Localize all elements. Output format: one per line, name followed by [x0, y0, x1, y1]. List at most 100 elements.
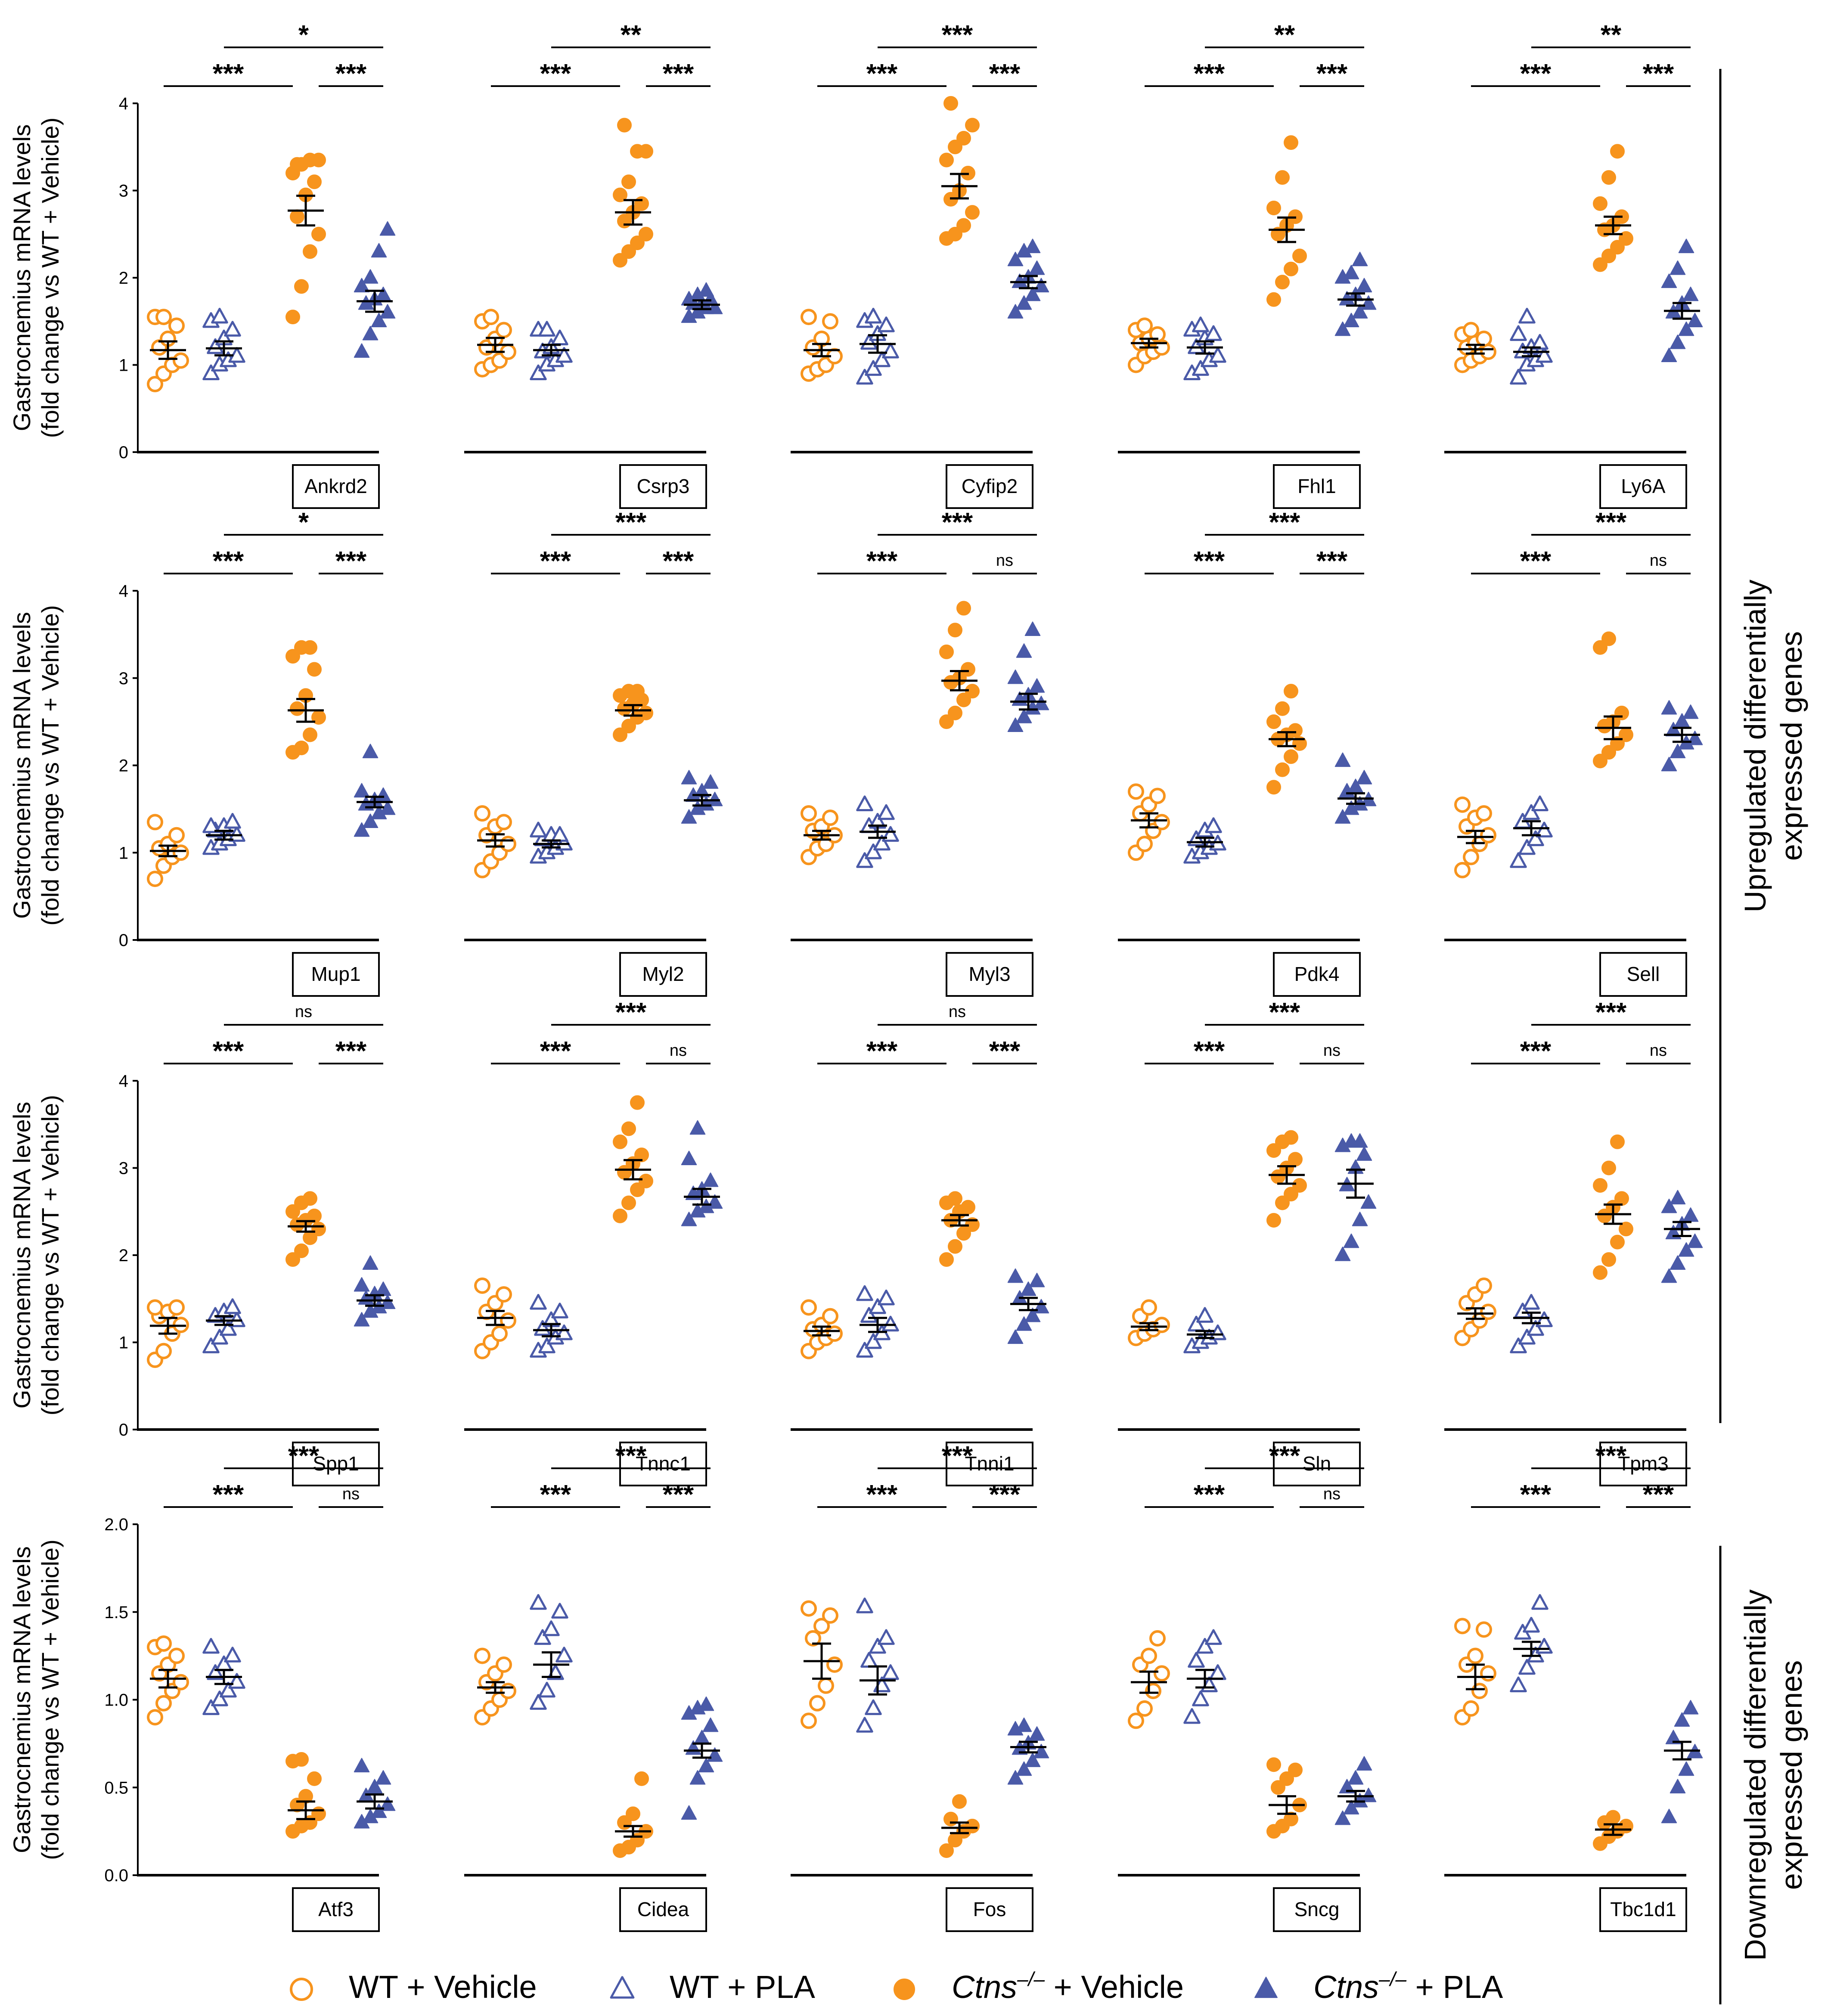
data-point — [1266, 780, 1281, 795]
data-point — [1334, 752, 1351, 767]
data-point — [621, 1121, 636, 1136]
gene-label-box — [619, 1887, 707, 1932]
data-point — [474, 805, 490, 822]
data-point — [1536, 822, 1553, 837]
data-point — [965, 205, 980, 220]
data-point — [948, 1191, 962, 1206]
data-point — [1266, 1757, 1281, 1772]
data-point — [826, 1325, 843, 1342]
y-tick-label: 4 — [119, 94, 128, 113]
sig-label: *** — [540, 1480, 571, 1510]
data-point — [1687, 313, 1703, 328]
data-point — [155, 1343, 172, 1359]
data-point — [813, 1618, 830, 1635]
data-point — [366, 1779, 383, 1794]
sig-label: ns — [1650, 1042, 1667, 1060]
legend-label: Ctns–/– + PLA — [1313, 1968, 1503, 2005]
data-point — [1029, 1726, 1045, 1741]
data-point — [1209, 1664, 1226, 1680]
gene-label-box — [946, 952, 1033, 997]
legend-marker — [610, 1976, 635, 1999]
data-point — [878, 316, 895, 332]
data-point — [311, 1222, 326, 1237]
data-point — [681, 1805, 697, 1820]
data-point — [1601, 1160, 1616, 1175]
sig-label: *** — [540, 59, 571, 89]
y-tick-label: 3 — [119, 182, 128, 201]
data-point — [939, 644, 954, 659]
legend-label-part: + Vehicle — [1045, 1969, 1184, 2005]
gene-label-box — [1599, 1442, 1687, 1486]
data-point — [613, 1134, 627, 1149]
data-point — [1480, 344, 1496, 360]
legend-label-part: WT + PLA — [670, 1969, 816, 2005]
sig-label: *** — [1595, 998, 1627, 1027]
data-point — [1266, 201, 1281, 215]
sig-label: *** — [989, 59, 1021, 89]
data-point — [155, 309, 172, 326]
panel-myl3: Myl3 *** ns *** — [791, 508, 1049, 997]
data-point — [530, 364, 547, 381]
sig-label: *** — [1595, 508, 1627, 537]
data-point — [1024, 286, 1041, 301]
data-point — [801, 805, 817, 822]
sig-label: *** — [540, 546, 571, 576]
data-point — [1352, 304, 1368, 319]
data-point — [707, 791, 723, 806]
data-point — [1192, 1690, 1209, 1706]
sig-label: *** — [335, 546, 367, 576]
data-point — [354, 783, 370, 798]
data-point — [1007, 1329, 1024, 1344]
sig-label: *** — [1520, 546, 1552, 576]
data-point — [1205, 325, 1222, 341]
data-point — [1352, 1133, 1368, 1148]
sig-label: *** — [1643, 1480, 1674, 1510]
data-point — [228, 826, 245, 842]
gene-label: Tnni1 — [965, 1452, 1014, 1475]
data-point — [1527, 1320, 1544, 1336]
side-label-downregulated: Downregulated differentially expressed ge… — [1738, 1589, 1808, 1961]
data-point — [1029, 1272, 1045, 1287]
data-point — [555, 834, 573, 851]
sig-label: *** — [942, 508, 973, 537]
data-point — [168, 1647, 185, 1664]
data-point — [826, 1656, 843, 1673]
data-point — [1356, 278, 1372, 293]
data-point — [801, 309, 817, 326]
data-point — [543, 1620, 560, 1636]
data-point — [1619, 1818, 1633, 1833]
y-axis-label-row-3: Gastrocnemius mRNA levels (fold change vs… — [8, 1095, 64, 1415]
data-point — [1192, 360, 1209, 376]
data-point — [294, 279, 309, 294]
sig-label: *** — [213, 1480, 244, 1510]
data-point — [1536, 347, 1553, 363]
data-point — [1480, 1303, 1496, 1320]
legend-label: Ctns–/– + Vehicle — [952, 1968, 1184, 2005]
data-point — [961, 662, 975, 677]
data-point — [965, 1818, 980, 1833]
data-point — [805, 1630, 821, 1647]
data-point — [1510, 1337, 1527, 1353]
data-point — [1275, 170, 1290, 185]
data-point — [1518, 307, 1536, 324]
data-point — [207, 338, 224, 354]
data-point — [639, 705, 653, 720]
data-point — [202, 817, 220, 833]
data-point — [1136, 1700, 1153, 1717]
legend-item: Ctns–/– + Vehicle — [894, 1968, 1184, 2005]
gene-label: Fos — [973, 1898, 1006, 1920]
data-point — [1007, 1770, 1024, 1785]
y-tick-label: 0 — [119, 931, 128, 950]
data-point — [1356, 1756, 1372, 1771]
data-point — [173, 844, 189, 861]
data-point — [621, 1195, 636, 1210]
y-tick-label: 2 — [119, 1246, 128, 1265]
gene-label: Cyfip2 — [962, 475, 1018, 497]
data-point — [1007, 304, 1024, 319]
data-point — [1593, 1178, 1607, 1193]
data-point — [801, 1600, 817, 1617]
data-point — [1284, 1130, 1298, 1145]
data-point — [1480, 1665, 1496, 1682]
data-point — [530, 1294, 547, 1310]
gene-label-box — [1273, 1887, 1361, 1932]
